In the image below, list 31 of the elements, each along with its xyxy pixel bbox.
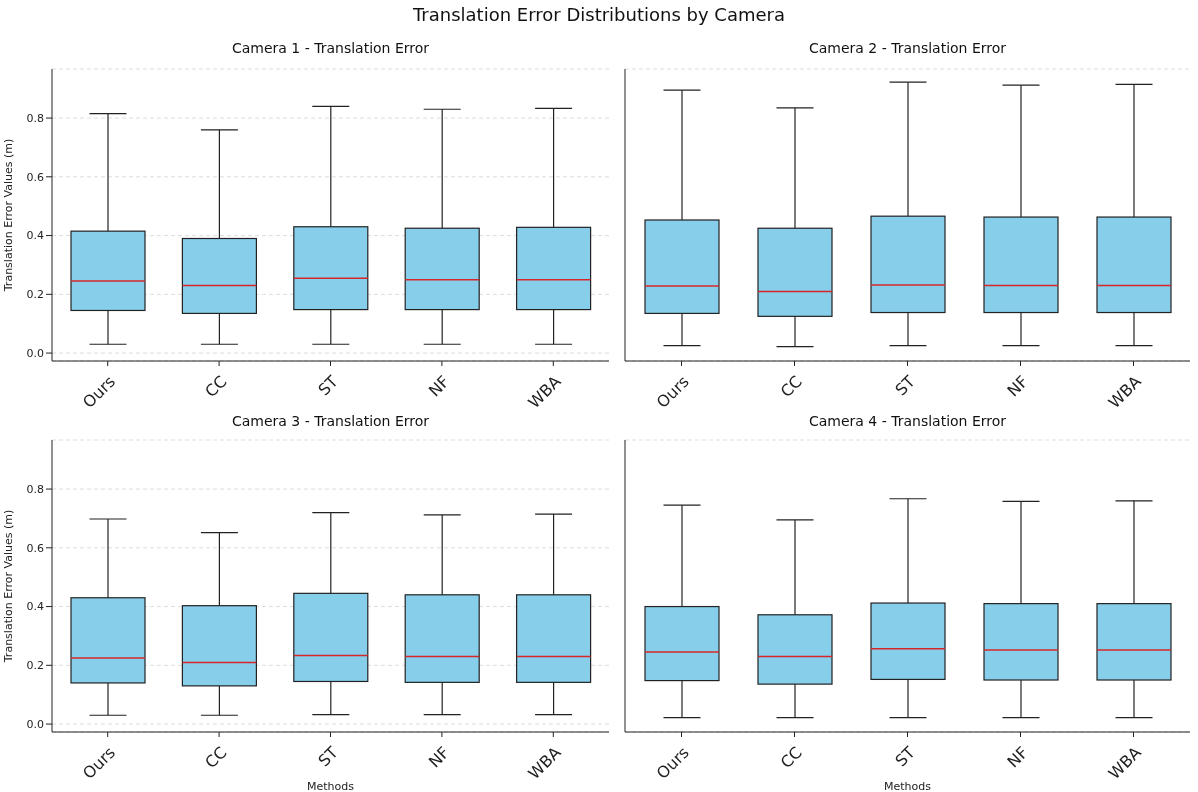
x-tick-label: NF bbox=[424, 742, 454, 772]
y-tick-label: 0.6 bbox=[26, 541, 44, 555]
x-tick-label: NF bbox=[424, 371, 454, 401]
x-axis-title: Methods bbox=[884, 780, 932, 792]
x-axis-title: Methods bbox=[307, 780, 355, 792]
x-tick-label: CC bbox=[776, 371, 806, 402]
x-tick-label: ST bbox=[891, 371, 919, 400]
x-tick-label: ST bbox=[314, 371, 342, 400]
chart-title: Camera 3 - Translation Error bbox=[230, 413, 431, 431]
x-tick-label: CC bbox=[201, 742, 231, 773]
y-tick-label: 0.8 bbox=[26, 482, 44, 496]
y-tick-label: 0.6 bbox=[26, 170, 44, 184]
text: Translation Error Distributions by Camera bbox=[412, 4, 786, 25]
y-tick-label: 0.4 bbox=[26, 229, 44, 243]
y-tick-label: 0.4 bbox=[26, 600, 44, 614]
x-tick-label: NF bbox=[1003, 742, 1032, 772]
chart-title: Camera 4 - Translation Error bbox=[807, 413, 1008, 431]
y-axis-title: Translation Error Values (m) bbox=[1, 509, 15, 664]
y-tick-label: 0.0 bbox=[26, 717, 44, 731]
y-tick-label: 0.0 bbox=[26, 346, 44, 360]
y-tick-label: 0.8 bbox=[26, 111, 44, 125]
chart-title: Camera 1 - Translation Error bbox=[230, 40, 431, 58]
chart-title: Camera 2 - Translation Error bbox=[807, 40, 1008, 58]
x-tick-label: ST bbox=[891, 742, 919, 771]
x-tick-label: CC bbox=[776, 742, 806, 773]
y-tick-label: 0.2 bbox=[26, 659, 44, 673]
x-tick-label: ST bbox=[314, 742, 342, 771]
y-axis-title: Translation Error Values (m) bbox=[1, 138, 15, 293]
x-tick-label: CC bbox=[201, 371, 231, 402]
x-tick-label: NF bbox=[1003, 371, 1032, 401]
y-tick-label: 0.2 bbox=[26, 288, 44, 302]
